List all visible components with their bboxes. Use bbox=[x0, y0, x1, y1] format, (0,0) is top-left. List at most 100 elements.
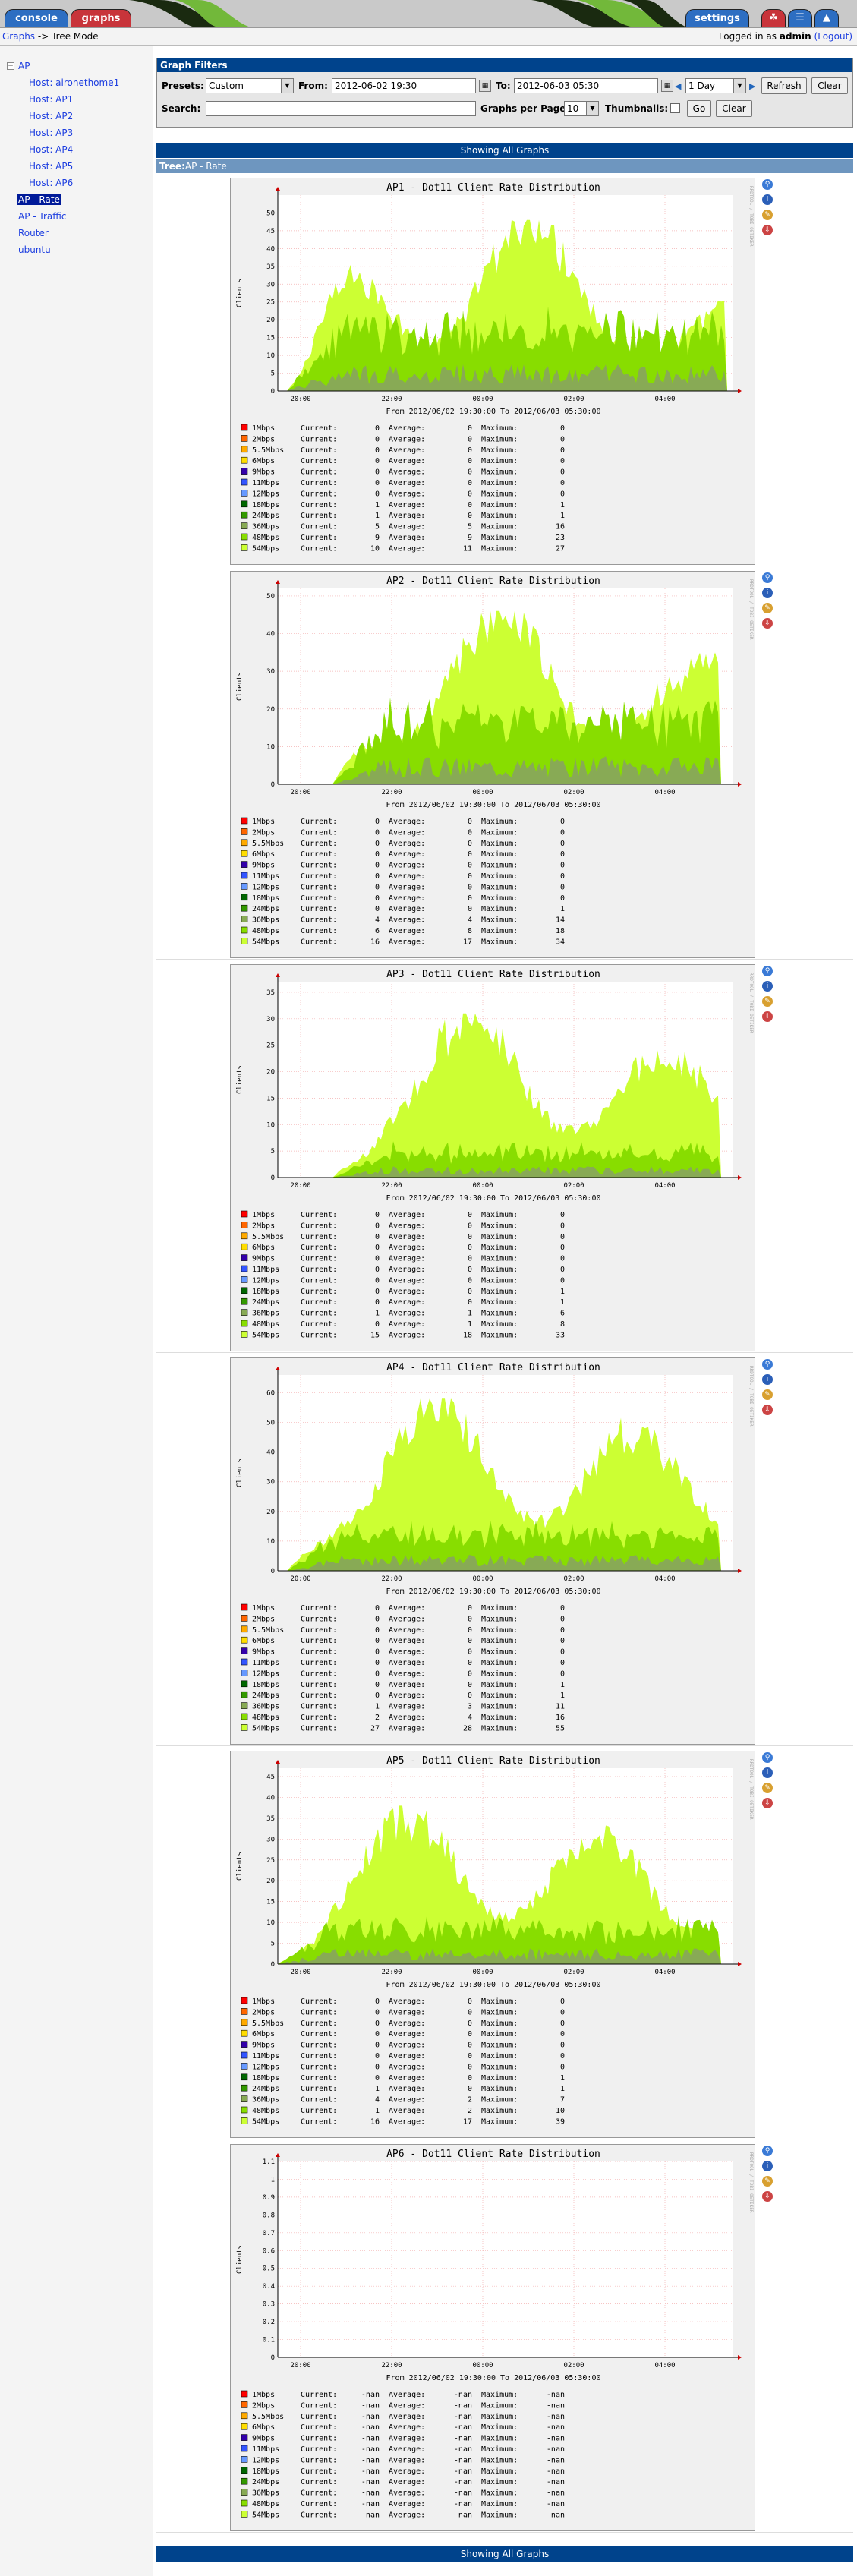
clear-filter-button[interactable]: Clear bbox=[716, 100, 752, 117]
tree-item-host[interactable]: Host: AP5 bbox=[29, 161, 74, 172]
console-tab[interactable]: console bbox=[5, 9, 68, 27]
zoom-icon[interactable]: ⚲ bbox=[762, 179, 773, 190]
legend-maximum-label: Maximum: bbox=[481, 2423, 518, 2432]
csv-export-icon[interactable]: ⇩ bbox=[762, 1011, 773, 1022]
breadcrumb-graphs-link[interactable]: Graphs bbox=[2, 31, 36, 42]
show-all-graphs-link-top[interactable]: Showing All Graphs bbox=[156, 143, 853, 158]
csv-export-icon[interactable]: ⇩ bbox=[762, 225, 773, 235]
legend-average-label: Average: bbox=[389, 1692, 425, 1700]
info-icon[interactable]: i bbox=[762, 588, 773, 598]
x-tick-label: 02:00 bbox=[563, 1182, 584, 1190]
info-icon[interactable]: i bbox=[762, 1767, 773, 1778]
legend-series-name: 18Mbps bbox=[252, 2467, 279, 2476]
graph-image[interactable]: AP5 - Dot11 Client Rate Distribution Clie… bbox=[230, 1751, 755, 2138]
legend-swatch bbox=[241, 1647, 248, 1654]
tree-view-icon[interactable]: ☘ bbox=[761, 9, 786, 27]
tree-collapse-icon[interactable]: − bbox=[7, 62, 14, 70]
legend-average-value: -nan bbox=[454, 2489, 472, 2498]
legend-maximum-label: Maximum: bbox=[481, 1298, 518, 1307]
go-button[interactable]: Go bbox=[687, 100, 711, 117]
legend-current-label: Current: bbox=[301, 512, 337, 520]
from-date-input[interactable] bbox=[332, 78, 476, 93]
search-input[interactable] bbox=[206, 101, 476, 116]
tree-item-branch[interactable]: AP - Traffic bbox=[18, 211, 67, 222]
legend-series-name: 11Mbps bbox=[252, 1266, 279, 1274]
tree-item-selected[interactable]: AP - Rate bbox=[17, 194, 61, 205]
legend-current-value: -nan bbox=[361, 2500, 380, 2508]
thumbnails-checkbox[interactable] bbox=[670, 103, 680, 113]
list-view-icon[interactable]: ☰ bbox=[788, 9, 812, 27]
graph-image[interactable]: AP3 - Dot11 Client Rate Distribution Clie… bbox=[230, 964, 755, 1351]
zoom-icon[interactable]: ⚲ bbox=[762, 966, 773, 976]
zoom-icon[interactable]: ⚲ bbox=[762, 1752, 773, 1763]
tree-item-host[interactable]: Host: AP1 bbox=[29, 94, 74, 105]
clear-button[interactable]: Clear bbox=[811, 77, 848, 94]
tree-item-host[interactable]: Host: AP4 bbox=[29, 144, 74, 155]
graphs-per-page-select[interactable]: 10 ▼ bbox=[564, 101, 599, 116]
timespan-select[interactable]: 1 Day ▼ bbox=[685, 78, 746, 93]
legend-current-value: 0 bbox=[375, 1255, 380, 1263]
legend-average-value: -nan bbox=[454, 2456, 472, 2464]
x-tick-label: 22:00 bbox=[381, 396, 402, 403]
legend-swatch bbox=[241, 850, 248, 857]
info-icon[interactable]: i bbox=[762, 1374, 773, 1385]
shift-back-icon[interactable]: ◀ bbox=[675, 81, 682, 91]
info-icon[interactable]: i bbox=[762, 194, 773, 205]
edit-icon[interactable]: ✎ bbox=[762, 1783, 773, 1793]
legend-average-value: 2 bbox=[468, 2096, 472, 2105]
refresh-button[interactable]: Refresh bbox=[761, 77, 807, 94]
zoom-icon[interactable]: ⚲ bbox=[762, 572, 773, 583]
tree-root-ap[interactable]: AP bbox=[18, 61, 30, 71]
graphs-tab[interactable]: graphs bbox=[71, 9, 131, 27]
show-all-graphs-link-bottom[interactable]: Showing All Graphs bbox=[156, 2546, 853, 2562]
legend-swatch bbox=[241, 1265, 248, 1272]
legend-average-label: Average: bbox=[389, 850, 425, 859]
graph-image[interactable]: AP2 - Dot11 Client Rate Distribution Clie… bbox=[230, 571, 755, 958]
tree-item-branch[interactable]: Router bbox=[18, 228, 49, 238]
calendar-icon[interactable]: ▦ bbox=[661, 80, 673, 92]
zoom-icon[interactable]: ⚲ bbox=[762, 1359, 773, 1370]
graph-actions: ⚲ i ✎ ⇩ bbox=[762, 1359, 776, 1420]
legend-series-name: 9Mbps bbox=[252, 2042, 275, 2050]
legend-series-name: 11Mbps bbox=[252, 479, 279, 487]
legend-swatch bbox=[241, 872, 248, 879]
csv-export-icon[interactable]: ⇩ bbox=[762, 2191, 773, 2202]
graph-image[interactable]: AP1 - Dot11 Client Rate Distribution Clie… bbox=[230, 178, 755, 565]
legend-maximum-label: Maximum: bbox=[481, 544, 518, 553]
legend-series-name: 18Mbps bbox=[252, 1288, 279, 1296]
legend-current-value: 16 bbox=[370, 938, 380, 946]
csv-export-icon[interactable]: ⇩ bbox=[762, 618, 773, 629]
legend-swatch bbox=[241, 533, 248, 541]
zoom-icon[interactable]: ⚲ bbox=[762, 2146, 773, 2156]
edit-icon[interactable]: ✎ bbox=[762, 210, 773, 220]
csv-export-icon[interactable]: ⇩ bbox=[762, 1405, 773, 1415]
tree-item-branch[interactable]: ubuntu bbox=[18, 244, 51, 255]
tree-item-host[interactable]: Host: AP6 bbox=[29, 178, 74, 188]
y-tick-label: 0 bbox=[271, 2354, 275, 2362]
graph-image[interactable]: AP4 - Dot11 Client Rate Distribution Clie… bbox=[230, 1357, 755, 1745]
legend-swatch bbox=[241, 828, 248, 835]
preview-view-icon[interactable]: ▲ bbox=[814, 9, 839, 27]
tree-item-host[interactable]: Host: AP3 bbox=[29, 128, 74, 138]
csv-export-icon[interactable]: ⇩ bbox=[762, 1798, 773, 1808]
graph-image[interactable]: AP6 - Dot11 Client Rate Distribution Clie… bbox=[230, 2144, 755, 2531]
edit-icon[interactable]: ✎ bbox=[762, 996, 773, 1007]
legend-average-label: Average: bbox=[389, 2085, 425, 2093]
tree-item-host[interactable]: Host: aironethome1 bbox=[29, 77, 120, 88]
logout-link[interactable]: (Logout) bbox=[814, 31, 852, 42]
presets-select[interactable]: Custom ▼ bbox=[206, 78, 294, 93]
shift-forward-icon[interactable]: ▶ bbox=[749, 81, 756, 91]
settings-tab[interactable]: settings bbox=[685, 9, 749, 27]
to-date-input[interactable] bbox=[514, 78, 658, 93]
calendar-icon[interactable]: ▦ bbox=[479, 80, 491, 92]
edit-icon[interactable]: ✎ bbox=[762, 2176, 773, 2187]
tree-item-host[interactable]: Host: AP2 bbox=[29, 111, 74, 121]
legend-current-label: Current: bbox=[301, 501, 337, 509]
legend-average-value: -nan bbox=[454, 2500, 472, 2508]
info-icon[interactable]: i bbox=[762, 981, 773, 992]
edit-icon[interactable]: ✎ bbox=[762, 603, 773, 613]
legend-series-name: 36Mbps bbox=[252, 1310, 279, 1318]
legend-average-label: Average: bbox=[389, 1211, 425, 1219]
edit-icon[interactable]: ✎ bbox=[762, 1389, 773, 1400]
info-icon[interactable]: i bbox=[762, 2161, 773, 2171]
